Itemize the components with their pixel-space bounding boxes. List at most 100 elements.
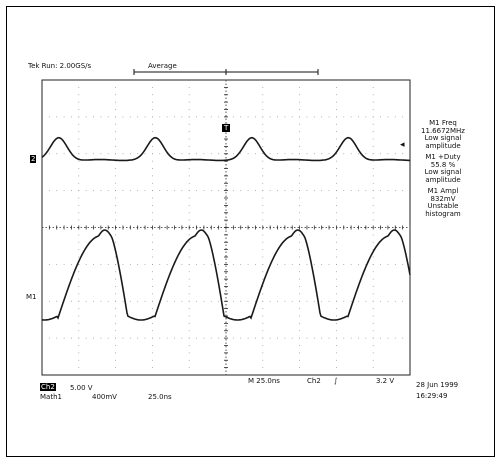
- graticule-dot: [152, 256, 153, 258]
- graticule-dot: [122, 263, 124, 265]
- graticule-dot: [387, 153, 389, 155]
- graticule-dot: [210, 337, 212, 339]
- graticule-dot: [262, 300, 264, 302]
- graticule-dot: [107, 263, 109, 265]
- math1-scale: 400mV: [92, 393, 117, 401]
- graticule-dot: [372, 337, 374, 339]
- graticule-dot: [152, 241, 153, 243]
- graticule-dot: [240, 300, 242, 302]
- graticule-dot: [115, 160, 116, 162]
- graticule-dot: [336, 345, 337, 346]
- m1-ground-marker[interactable]: M1: [26, 293, 37, 301]
- graticule-dot: [336, 190, 337, 192]
- graticule-dot: [188, 94, 190, 96]
- graticule-dot: [372, 138, 374, 140]
- graticule-dot: [277, 300, 278, 302]
- graticule-dot: [152, 94, 153, 96]
- graticule-dot: [336, 182, 337, 184]
- graticule-dot: [306, 337, 308, 339]
- graticule-dot: [372, 109, 374, 110]
- graticule-dot: [299, 315, 300, 317]
- graticule-dot: [196, 337, 197, 339]
- graticule-dot: [262, 94, 264, 96]
- graticule-dot: [336, 160, 337, 162]
- measurements-panel: M1 Freq 11.6672MHz Low signal amplitude …: [412, 119, 474, 222]
- graticule-dot: [336, 249, 337, 251]
- graticule-dot: [358, 300, 359, 302]
- graticule-dot: [63, 263, 65, 265]
- graticule-dot: [343, 116, 345, 118]
- graticule-dot: [299, 367, 300, 369]
- graticule-dot: [196, 300, 197, 302]
- graticule-dot: [210, 263, 212, 265]
- graticule-dot: [277, 263, 278, 265]
- graticule-dot: [188, 359, 190, 361]
- graticule-dot: [299, 300, 300, 302]
- graticule-dot: [152, 293, 153, 295]
- graticule-dot: [188, 197, 190, 199]
- graticule-dot: [299, 337, 300, 339]
- graticule-dot: [394, 190, 396, 192]
- graticule-dot: [336, 219, 337, 221]
- graticule-dot: [262, 116, 264, 118]
- graticule-dot: [71, 190, 72, 192]
- graticule-dot: [188, 300, 190, 302]
- graticule-dot: [299, 94, 300, 96]
- graticule-dot: [71, 116, 72, 118]
- graticule-dot: [336, 359, 337, 361]
- graticule-dot: [336, 94, 337, 96]
- graticule-dot: [100, 190, 102, 192]
- trigger-marker[interactable]: T: [222, 124, 231, 132]
- graticule-dot: [365, 337, 367, 339]
- graticule-dot: [210, 116, 212, 118]
- graticule-dot: [196, 153, 197, 155]
- graticule-dot: [137, 300, 139, 302]
- graticule-dot: [48, 337, 50, 339]
- ch2-scale-badge: Ch2: [40, 383, 56, 391]
- graticule-dot: [372, 212, 374, 214]
- graticule-dot: [93, 190, 94, 192]
- graticule-dot: [115, 300, 116, 302]
- graticule-dot: [115, 293, 116, 295]
- graticule-dot: [152, 197, 153, 199]
- graticule-dot: [78, 109, 80, 110]
- graticule-dot: [188, 138, 190, 140]
- graticule-dot: [203, 300, 205, 302]
- graticule-dot: [152, 123, 153, 125]
- graticule-dot: [240, 337, 242, 339]
- graticule-dot: [63, 116, 65, 118]
- graticule-dot: [210, 300, 212, 302]
- graticule-dot: [372, 322, 374, 324]
- graticule-dot: [78, 212, 80, 214]
- graticule-dot: [269, 190, 271, 192]
- ch2-ground-marker[interactable]: 2: [30, 155, 37, 163]
- graticule-dot: [78, 145, 80, 147]
- graticule-dot: [188, 86, 190, 88]
- graticule-dot: [48, 300, 50, 302]
- graticule-dot: [306, 190, 308, 192]
- graticule-dot: [196, 190, 197, 192]
- graticule-dot: [188, 219, 190, 221]
- graticule-dot: [262, 322, 264, 324]
- graticule-dot: [299, 249, 300, 251]
- graticule-dot: [218, 190, 220, 192]
- graticule-dot: [299, 204, 300, 206]
- graticule-dot: [152, 322, 153, 324]
- measurement-note: Low signal: [424, 134, 462, 142]
- graticule-dot: [188, 123, 190, 125]
- graticule-dot: [313, 116, 315, 118]
- graticule-dot: [152, 263, 153, 265]
- trigger-slope-icon: ∫: [334, 377, 338, 385]
- graticule-dot: [336, 322, 337, 324]
- graticule-dot: [372, 256, 374, 258]
- graticule-dot: [372, 160, 374, 162]
- graticule-dot: [299, 345, 300, 346]
- graticule-dot: [188, 286, 190, 287]
- graticule-dot: [299, 153, 300, 155]
- graticule-dot: [372, 94, 374, 96]
- graticule-dot: [144, 263, 146, 265]
- graticule-dot: [336, 168, 337, 169]
- graticule-dot: [299, 322, 300, 324]
- graticule-dot: [78, 204, 80, 206]
- graticule-dot: [232, 300, 234, 302]
